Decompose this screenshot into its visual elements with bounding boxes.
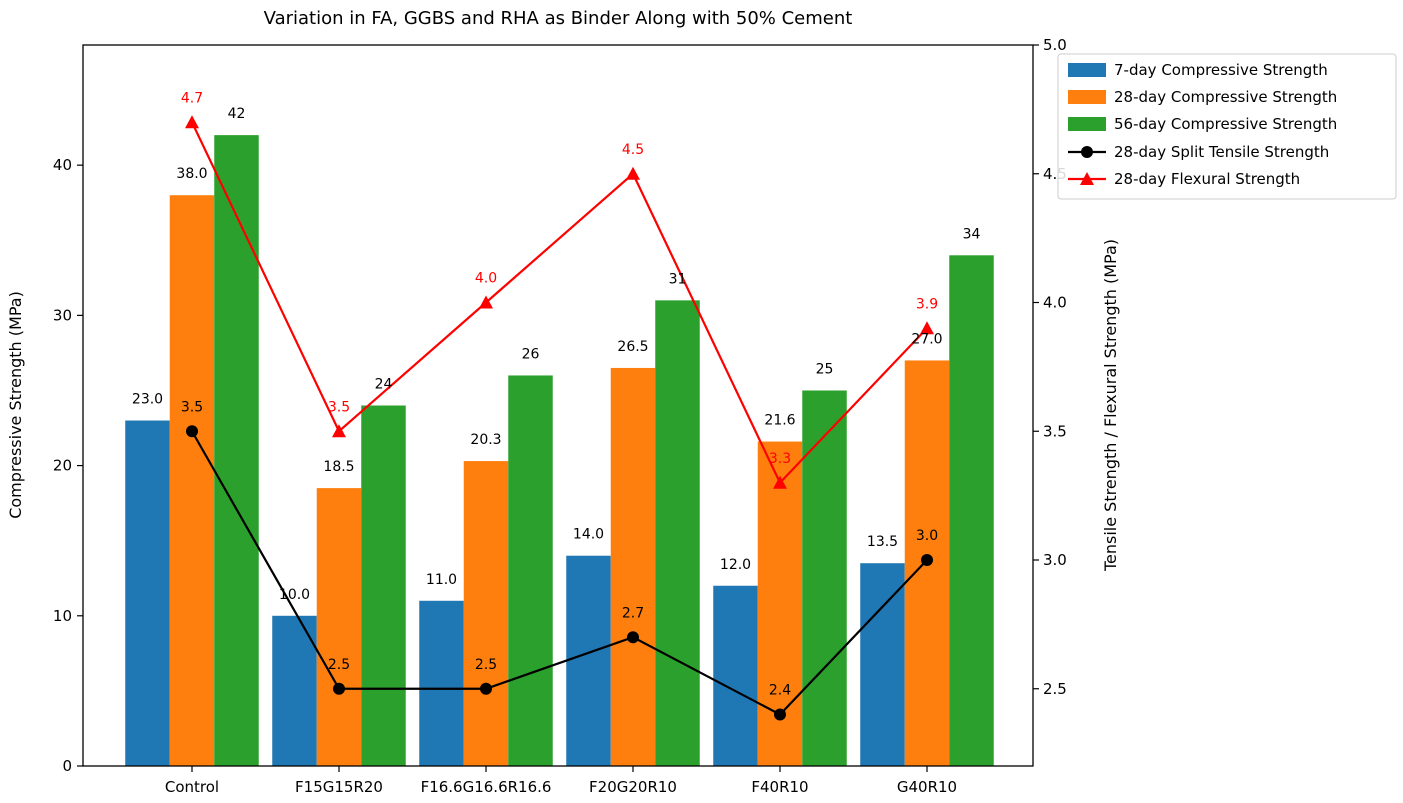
bar-value-label: 20.3 [470,432,501,448]
bar [802,390,847,766]
bar-value-label: 25 [816,361,834,377]
legend-swatch [1068,63,1106,77]
axes-layer: 0 10 20 30 40 2.5 3.0 3.5 4.0 4.5 5.0 Control F15G15… [53,36,1067,796]
legend-box [1057,53,1397,200]
line-point [333,682,345,695]
bar [125,420,170,766]
bar-value-label: 34 [963,226,981,242]
bar-value-label: 42 [228,106,246,122]
bar-value-label: 10.0 [279,587,310,603]
line-point [774,708,786,721]
bar-value-label: 13.5 [867,534,898,550]
y-tick-label: 0 [62,757,72,775]
bar [214,135,259,766]
line-value-label: 3.3 [769,451,791,467]
bar-value-label: 21.6 [764,413,795,429]
line-point [480,682,492,695]
legend-label: 28-day Compressive Strength [1114,88,1337,106]
legend-label: 28-day Split Tensile Strength [1114,143,1329,161]
y2-tick-label: 3.0 [1043,551,1067,569]
y2-tick-label: 4.0 [1043,294,1067,312]
x-tick-label: F16.6G16.6R16.6 [421,778,552,796]
bar [463,461,509,766]
data-label-layer: 23.0 10.0 11.0 14.0 12.0 13.5 38.0 18.5 20.3 26.5… [132,90,981,698]
bar [610,367,656,766]
legend-label: 28-day Flexural Strength [1114,170,1300,188]
x-tick-label: F40R10 [751,778,808,796]
line-value-label: 4.7 [181,90,203,106]
bar-value-label: 31 [669,271,687,287]
line-point [920,321,934,335]
x-tick-label: F15G15R20 [295,778,383,796]
bar [860,563,905,766]
line-point [479,295,493,309]
line-value-label: 2.4 [769,683,791,699]
line-value-label: 3.0 [916,528,938,544]
plot-frame [82,44,1034,767]
line-value-label: 3.9 [916,296,938,312]
bar [419,600,464,766]
legend-marker [1081,146,1093,158]
bar-layer [125,135,994,767]
line-value-label: 4.0 [475,271,497,287]
y-tick-label: 20 [53,457,72,475]
bar-value-label: 24 [375,377,393,393]
chart-title: Variation in FA, GGBS and RHA as Binder … [264,8,853,29]
line-point [186,425,198,438]
legend-swatch [1068,90,1106,104]
bar-value-label: 38.0 [176,166,207,182]
line-point [185,115,199,129]
y-tick-label: 10 [53,607,72,625]
bar-value-label: 11.0 [426,572,457,588]
legend-marker [1080,172,1094,185]
y2-tick-label: 3.5 [1043,422,1067,440]
bar [272,615,317,766]
line-point [332,424,346,438]
line-value-label: 3.5 [181,399,203,415]
bar-value-label: 27.0 [911,331,942,347]
bar [949,255,994,766]
y-axis-label: Compressive Strength (MPa) [6,291,25,519]
bar [316,488,362,766]
x-tick-label: G40R10 [897,778,957,796]
y2-axis-label: Tensile Strength / Flexural Strength (MP… [1101,239,1120,572]
line-point [921,554,933,566]
bar-value-label: 23.0 [132,392,163,408]
series-line [191,430,928,716]
line-value-label: 2.5 [328,657,350,673]
line-point [626,166,640,180]
y-tick-label: 30 [53,306,72,324]
bar-value-label: 26 [522,346,540,362]
line-layer [185,115,934,721]
bar-value-label: 26.5 [617,339,648,355]
bar [169,195,215,767]
line-value-label: 2.5 [475,657,497,673]
x-tick-label: F20G20R10 [589,778,677,796]
line-value-label: 4.5 [622,142,644,158]
x-tick-label: Control [165,778,219,796]
bar-value-label: 12.0 [720,557,751,573]
y-tick-label: 40 [53,156,72,174]
bar [713,585,758,766]
bar-value-label: 14.0 [573,527,604,543]
line-point [627,631,639,644]
y2-tick-label: 5.0 [1043,36,1067,54]
line-value-label: 2.7 [622,605,644,621]
bar-value-label: 18.5 [323,459,354,475]
legend-swatch [1068,117,1106,131]
legend-label: 7-day Compressive Strength [1114,61,1328,79]
line-value-label: 3.5 [328,399,350,415]
bar [361,405,406,766]
bar [655,300,700,766]
line-point [773,475,787,489]
legend: 7-day Compressive Strength 28-day Compres… [1057,53,1397,200]
y2-tick-label: 2.5 [1043,680,1067,698]
bar [566,555,611,766]
series-line [191,121,928,485]
bar [508,375,553,766]
legend-label: 56-day Compressive Strength [1114,115,1337,133]
